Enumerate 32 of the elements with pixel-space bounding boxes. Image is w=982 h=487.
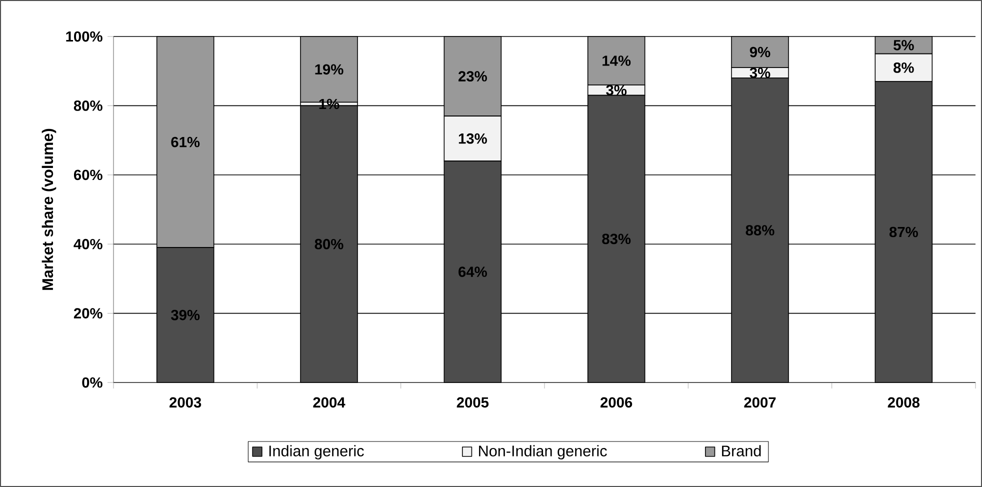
data-label: 8%	[894, 62, 914, 73]
data-label: 83%	[602, 234, 631, 244]
y-tick-label: 0%	[82, 377, 102, 388]
y-tick-label: 20%	[74, 308, 102, 318]
legend-label: Indian generic	[269, 445, 364, 460]
x-tick-label: 2003	[170, 397, 202, 408]
y-tick-label: 80%	[74, 100, 102, 111]
data-label: 3%	[750, 68, 770, 78]
data-label: 19%	[315, 64, 344, 75]
data-label: 13%	[458, 133, 487, 144]
data-label: 88%	[746, 225, 774, 236]
data-label: 80%	[314, 238, 344, 250]
y-tick-label: 100%	[66, 31, 102, 42]
x-tick-label: 2005	[456, 397, 489, 408]
y-tick-label: 40%	[74, 238, 102, 250]
legend-label: Brand	[722, 445, 761, 456]
x-tick-label: 2007	[744, 397, 776, 408]
x-tick-label: 2008	[888, 397, 920, 408]
data-label: 14%	[602, 56, 631, 66]
x-tick-label: 2006	[600, 397, 632, 408]
data-label: 5%	[894, 40, 914, 50]
y-tick-label: 60%	[74, 170, 102, 180]
y-axis-title: Market share (volume)	[42, 128, 56, 290]
data-label: 39%	[170, 310, 200, 320]
data-label: 61%	[171, 136, 200, 148]
data-label: 9%	[750, 46, 770, 58]
data-label: 23%	[458, 71, 487, 82]
data-label: 3%	[606, 84, 627, 96]
data-label: 64%	[458, 266, 487, 277]
legend-label: Non-Indian generic	[479, 445, 607, 460]
data-label: 87%	[889, 226, 918, 238]
x-tick-label: 2004	[313, 397, 346, 408]
